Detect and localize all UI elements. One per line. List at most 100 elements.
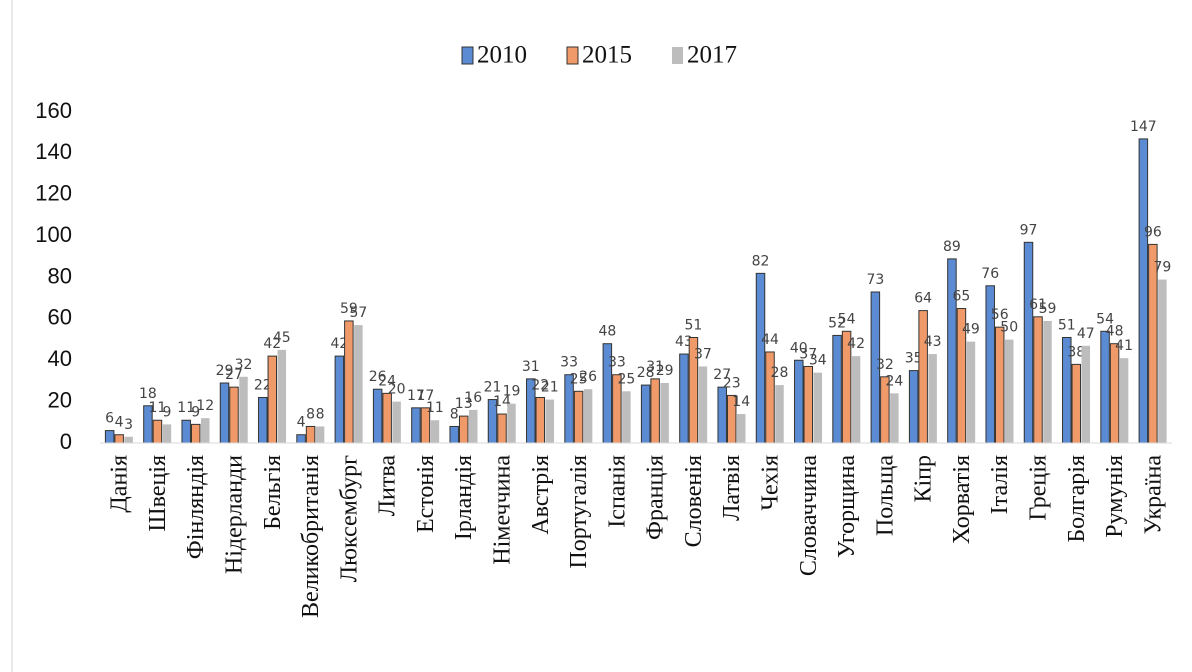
bar — [1138, 138, 1149, 444]
bar — [1033, 316, 1043, 444]
x-tick-label: Україна — [1140, 455, 1166, 535]
bar — [239, 376, 248, 443]
data-label: 24 — [885, 373, 903, 389]
data-label: 28 — [637, 365, 655, 381]
data-label: 34 — [809, 353, 827, 369]
data-label: 97 — [1020, 222, 1038, 238]
x-tick-label: Бельгія — [260, 455, 286, 530]
data-label: 27 — [225, 367, 243, 383]
data-label: 8 — [316, 406, 325, 422]
data-label: 44 — [761, 332, 779, 348]
bar — [1023, 241, 1034, 444]
data-label: 23 — [723, 375, 741, 391]
bar — [334, 355, 345, 444]
data-label: 29 — [216, 363, 234, 379]
x-tick-label: Австрія — [528, 455, 554, 535]
data-label: 38 — [1067, 344, 1085, 360]
bar — [114, 434, 124, 444]
data-label: 59 — [1039, 301, 1057, 317]
data-label: 61 — [1029, 297, 1047, 313]
data-label: 17 — [417, 388, 435, 404]
x-tick-label: Чехія — [758, 455, 784, 511]
y-tick-label: 160 — [35, 98, 72, 123]
data-label: 24 — [378, 373, 396, 389]
bar — [200, 418, 210, 443]
x-tick-label: Болгарія — [1064, 455, 1090, 543]
bar — [851, 356, 861, 443]
data-label: 8 — [450, 406, 459, 422]
data-label: 14 — [493, 394, 511, 410]
bar — [1081, 345, 1091, 443]
bar — [736, 414, 746, 443]
bar — [392, 401, 401, 443]
data-label: 18 — [139, 386, 157, 402]
legend-label: 2017 — [687, 42, 737, 69]
data-label: 25 — [617, 371, 635, 387]
data-label: 3 — [124, 417, 133, 433]
x-tick-label: Угорщина — [834, 455, 860, 558]
data-label: 42 — [330, 336, 348, 352]
data-label: 11 — [426, 400, 444, 416]
bar — [468, 409, 478, 443]
bar — [679, 353, 689, 444]
legend-label: 2010 — [477, 42, 527, 69]
bar — [372, 388, 383, 444]
bar — [1043, 320, 1052, 443]
x-tick-label: Фінляндія — [183, 455, 209, 559]
data-label: 17 — [407, 388, 425, 404]
bar — [545, 399, 555, 443]
data-label: 73 — [866, 272, 884, 288]
bar — [104, 430, 115, 444]
bar — [277, 349, 287, 443]
x-tick-label: Кіпр — [911, 455, 937, 503]
bar — [267, 355, 278, 444]
bar — [458, 415, 469, 444]
bar — [698, 366, 708, 443]
data-label: 40 — [790, 340, 808, 356]
x-tick-label: Хорватія — [949, 455, 975, 544]
x-tick-label: Ірландія — [451, 455, 477, 540]
data-label: 37 — [799, 346, 817, 362]
bar — [449, 425, 459, 444]
bar — [344, 320, 354, 444]
bar — [430, 420, 440, 443]
x-tick-label: Румунія — [1102, 455, 1128, 538]
x-tick-label: Польща — [872, 455, 898, 536]
data-label: 76 — [981, 266, 999, 282]
data-label: 29 — [656, 363, 674, 379]
bar — [507, 403, 516, 443]
data-label: 56 — [991, 307, 1009, 323]
y-tick-label: 60 — [48, 305, 72, 330]
data-label: 32 — [876, 357, 894, 373]
data-label: 16 — [464, 390, 482, 406]
data-label: 31 — [522, 359, 540, 375]
legend: 2010 2015 2017 — [461, 42, 737, 69]
x-tick-label: Великобританія — [298, 455, 324, 618]
bar — [181, 419, 191, 444]
data-label: 42 — [263, 336, 281, 352]
data-label: 25 — [570, 371, 588, 387]
data-label: 14 — [732, 394, 750, 410]
bar — [382, 392, 392, 444]
bar — [794, 359, 804, 444]
x-tick-label: Іспанія — [604, 455, 630, 528]
data-label: 28 — [771, 365, 789, 381]
data-label: 27 — [713, 367, 731, 383]
data-label: 21 — [484, 380, 502, 396]
x-tick-label: Німеччина — [490, 455, 516, 565]
x-tick-label: Литва — [375, 455, 401, 517]
bar — [660, 383, 669, 443]
data-label: 41 — [1115, 338, 1133, 354]
x-tick-label: Словенія — [681, 455, 707, 547]
bar — [918, 310, 928, 444]
data-label: 48 — [1106, 324, 1124, 340]
data-label: 26 — [369, 369, 387, 385]
x-tick-label: Нідерланди — [222, 455, 248, 574]
bar — [994, 326, 1005, 444]
data-label: 65 — [953, 289, 971, 305]
bar — [535, 396, 546, 444]
x-tick-label: Словаччина — [796, 455, 822, 577]
data-label: 64 — [914, 291, 932, 307]
bar — [813, 372, 823, 443]
